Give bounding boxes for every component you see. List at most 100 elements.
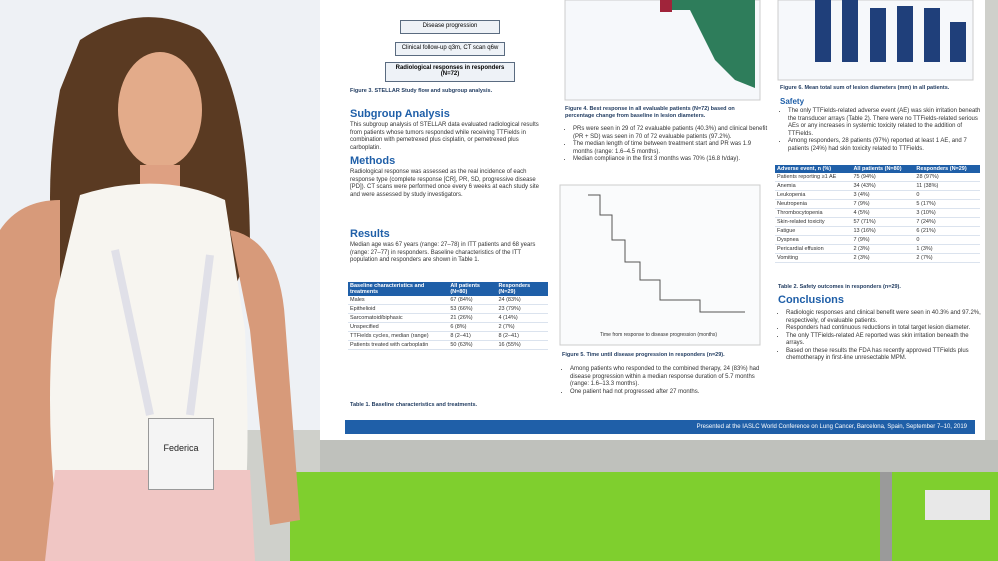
caption: Table 2. Safety outcomes in responders (… [778, 284, 901, 290]
row: Dyspnea 7 (9%) 0 [775, 235, 980, 245]
cell: Sarcomatoid/biphasic [348, 313, 449, 323]
cell: 67 (84%) [448, 296, 497, 305]
header-row: Adverse event, n (%) All patients (N=80) R… [775, 165, 980, 173]
cell: 1 (3%) [914, 244, 980, 254]
bullet: Based on these results the FDA has recen… [786, 348, 981, 363]
header-cell: All patients (N=80) [851, 165, 915, 173]
caption: Figure 3. STELLAR Study flow and subgrou… [350, 88, 493, 94]
bullet: Radiologic responses and clinical benefi… [786, 310, 981, 325]
cell: 28 (97%) [914, 173, 980, 182]
km-curve [588, 194, 745, 313]
paragraph: This subgroup analysis of STELLAR data e… [350, 122, 539, 151]
flow-step: Clinical follow-up q3m, CT scan q6w [395, 42, 505, 56]
waterfall-bars-red [660, 0, 672, 12]
name-badge: Federica [148, 418, 214, 490]
caption: Table 1. Baseline characteristics and tr… [350, 402, 478, 408]
bullet: Among patients who responded to the comb… [570, 366, 765, 389]
cell: 2 (3%) [851, 253, 915, 263]
cell: 3 (4%) [851, 190, 915, 200]
cell: 2 (7%) [496, 322, 548, 332]
flow-step: Radiological responses in responders (N=… [385, 62, 515, 82]
bullet: The median length of time between treatm… [573, 141, 768, 156]
cell: 13 (16%) [851, 226, 915, 236]
paragraph: Median age was 67 years (range: 27–78) i… [350, 242, 536, 263]
row: Sarcomatoid/biphasic 21 (26%) 4 (14%) [348, 313, 548, 323]
cell: Thrombocytopenia [775, 208, 852, 218]
heading: Conclusions [778, 294, 845, 306]
bullet: The only TTFields-related AE reported wa… [786, 333, 981, 348]
row: Thrombocytopenia 4 (5%) 3 (10%) [775, 208, 980, 218]
cell: 53 (66%) [448, 304, 497, 314]
cell: 34 (43%) [851, 181, 915, 191]
row: Fatigue 13 (16%) 6 (21%) [775, 226, 980, 236]
bullet: Responders had continuous reductions in … [786, 325, 981, 333]
caption: Figure 4. Best response in all evaluable… [565, 106, 735, 119]
cell: Pericardial effusion [775, 244, 852, 254]
cell: Fatigue [775, 226, 852, 236]
pole [880, 472, 892, 561]
cell: Dyspnea [775, 235, 852, 245]
pink-trousers [45, 470, 255, 561]
row: TTFields cycles, median (range) 8 (2–41) 8… [348, 331, 548, 341]
sign [925, 490, 990, 520]
cell: Anemia [775, 181, 852, 191]
header-cell: Baseline characteristics and treatments [348, 282, 449, 296]
cell: 7 (9%) [851, 235, 915, 245]
cell: 23 (79%) [496, 304, 548, 314]
bullet: Among responders, 28 patients (97%) repo… [788, 138, 983, 153]
heading: Results [350, 228, 390, 240]
bullet: Median compliance in the first 3 months … [573, 156, 768, 164]
cell: 0 [914, 190, 980, 200]
row: Pericardial effusion 2 (3%) 1 (3%) [775, 244, 980, 254]
heading: Methods [350, 155, 396, 167]
face [118, 52, 202, 168]
cell: Unspecified [348, 322, 449, 332]
cell: 8 (2–41) [496, 331, 548, 341]
row: Males 67 (84%) 24 (83%) [348, 296, 548, 305]
row: Patients reporting ≥1 AE 75 (94%) 28 (97%) [775, 173, 980, 182]
cell: 2 (3%) [851, 244, 915, 254]
row: Neutropenia 7 (9%) 5 (17%) [775, 199, 980, 209]
header-row: Baseline characteristics and treatments A… [348, 282, 548, 296]
cell: 0 [914, 235, 980, 245]
cell: Epithelioid [348, 304, 449, 314]
cell: Skin-related toxicity [775, 217, 852, 227]
axis-label: Time from response to disease progressio… [600, 332, 718, 338]
cell: 57 (71%) [851, 217, 915, 227]
lanyard [111, 249, 214, 416]
footer: Presented at the IASLC World Conference … [345, 420, 975, 434]
bullets: PRs were seen in 29 of 72 evaluable pati… [565, 126, 768, 164]
cell: 21 (26%) [448, 313, 497, 323]
cell: 2 (7%) [914, 253, 980, 263]
header-cell: All patients (N=80) [448, 282, 497, 296]
header-cell: Responders (N=29) [914, 165, 980, 173]
heading: Subgroup Analysis [350, 108, 450, 120]
row: Vomiting 2 (3%) 2 (7%) [775, 253, 980, 263]
arm [0, 200, 60, 561]
cell: TTFields cycles, median (range) [348, 331, 449, 341]
cell: 3 (10%) [914, 208, 980, 218]
row: Leukopenia 3 (4%) 0 [775, 190, 980, 200]
cell: Leukopenia [775, 190, 852, 200]
row: Skin-related toxicity 57 (71%) 7 (24%) [775, 217, 980, 227]
paragraph: Radiological response was assessed as th… [350, 169, 539, 198]
caption: Figure 5. Time until disease progression… [562, 352, 725, 358]
waterfall-bars [670, 0, 755, 88]
row: Patients treated with carboplatin 50 (63%… [348, 340, 548, 350]
figure-5-panel [559, 184, 761, 346]
cell: Neutropenia [775, 199, 852, 209]
header-cell: Responders (N=29) [496, 282, 548, 296]
row: Anemia 34 (43%) 11 (38%) [775, 181, 980, 191]
table-1: Baseline characteristics and treatments A… [348, 282, 548, 350]
board [320, 440, 998, 472]
arm [230, 230, 300, 525]
row: Unspecified 6 (8%) 2 (7%) [348, 322, 548, 332]
cell: Vomiting [775, 253, 852, 263]
cell: 16 (55%) [496, 340, 548, 350]
cell: Patients reporting ≥1 AE [775, 173, 852, 182]
flow-step: Disease progression [400, 20, 500, 34]
row: Epithelioid 53 (66%) 23 (79%) [348, 304, 548, 314]
cell: 11 (38%) [914, 181, 980, 191]
bullets: Among patients who responded to the comb… [562, 366, 765, 396]
